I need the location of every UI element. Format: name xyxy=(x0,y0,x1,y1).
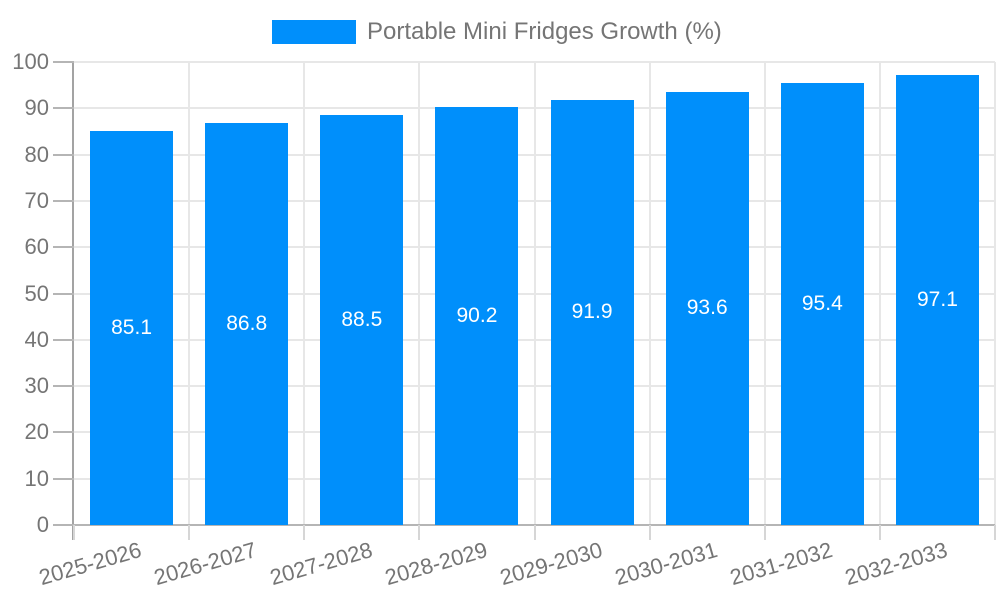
bar-value-label: 86.8 xyxy=(226,312,268,336)
gridline-vertical xyxy=(303,62,306,525)
y-axis-tick xyxy=(53,477,74,480)
y-axis-tick xyxy=(53,153,74,156)
x-tick-label: 2025-2026 xyxy=(36,537,145,591)
x-axis-tick xyxy=(188,525,191,540)
bar xyxy=(550,99,634,525)
gridline-vertical xyxy=(533,62,536,525)
y-axis-tick xyxy=(53,524,74,526)
y-axis-tick xyxy=(53,199,74,202)
x-axis-tick xyxy=(648,525,651,540)
x-axis-tick xyxy=(763,525,766,540)
x-tick-label: 2030-2031 xyxy=(612,537,721,591)
gridline-vertical xyxy=(763,62,766,525)
bar xyxy=(780,83,864,525)
bar-value-label: 85.1 xyxy=(111,315,152,339)
y-axis-line xyxy=(72,62,74,540)
y-axis-tick xyxy=(53,385,74,388)
y-axis-tick xyxy=(53,107,74,110)
bar-value-label: 97.1 xyxy=(917,288,958,312)
y-tick-label: 50 xyxy=(24,280,49,306)
bar-value-label: 91.9 xyxy=(571,300,613,324)
x-axis-tick xyxy=(994,525,996,540)
x-axis-tick xyxy=(418,525,421,540)
y-axis-tick xyxy=(53,338,74,341)
gridline-vertical xyxy=(418,62,421,525)
bar xyxy=(205,123,289,525)
x-tick-label: 2029-2030 xyxy=(496,537,605,591)
y-tick-label: 0 xyxy=(36,512,49,537)
y-tick-label: 90 xyxy=(24,95,49,121)
bar-value-label: 93.6 xyxy=(686,296,728,320)
bar xyxy=(895,75,979,525)
x-tick-label: 2032-2033 xyxy=(842,537,951,591)
gridline-vertical xyxy=(878,62,881,525)
x-tick-label: 2027-2028 xyxy=(266,537,375,591)
x-tick-label: 2026-2027 xyxy=(151,537,260,591)
x-axis-tick xyxy=(303,525,306,540)
y-axis-tick xyxy=(53,246,74,249)
bar-value-label: 90.2 xyxy=(456,304,498,328)
y-tick-label: 100 xyxy=(12,49,49,74)
y-tick-label: 20 xyxy=(24,419,49,445)
legend-label[interactable]: Portable Mini Fridges Growth (%) xyxy=(367,18,722,45)
x-axis-tick xyxy=(533,525,536,540)
y-tick-label: 70 xyxy=(24,187,49,213)
x-tick-label: 2031-2032 xyxy=(727,537,836,591)
gridline-vertical xyxy=(994,62,996,525)
bar xyxy=(435,107,519,525)
y-tick-label: 30 xyxy=(24,373,49,399)
bar xyxy=(320,115,404,525)
bar xyxy=(665,91,749,525)
y-axis-tick xyxy=(53,61,74,63)
x-axis-tick xyxy=(73,525,75,540)
y-tick-label: 40 xyxy=(24,326,49,352)
y-axis-tick xyxy=(53,292,74,295)
bar-value-label: 88.5 xyxy=(341,308,383,332)
gridline-vertical xyxy=(648,62,651,525)
bar xyxy=(90,130,174,525)
bar-value-label: 95.4 xyxy=(801,292,843,316)
gridline-vertical xyxy=(188,62,191,525)
x-tick-label: 2028-2029 xyxy=(381,537,490,591)
y-axis-tick xyxy=(53,431,74,434)
y-tick-label: 10 xyxy=(24,465,49,491)
y-tick-label: 80 xyxy=(24,141,49,167)
x-axis-tick xyxy=(878,525,881,540)
y-tick-label: 60 xyxy=(24,234,49,260)
legend-swatch[interactable] xyxy=(272,20,356,44)
